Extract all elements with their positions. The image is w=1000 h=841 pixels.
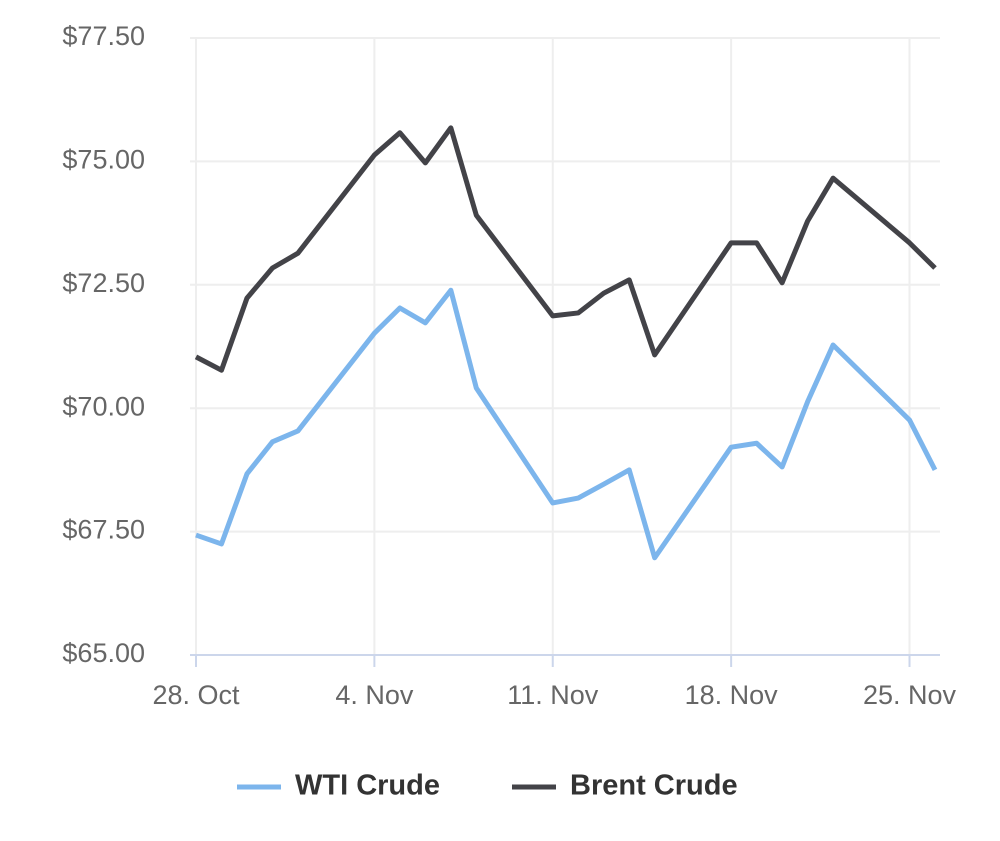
legend-label: WTI Crude <box>295 770 440 802</box>
line <box>194 125 937 373</box>
y-tick-label: $67.50 <box>62 515 145 545</box>
line <box>195 287 938 561</box>
y-tick-label: $70.00 <box>62 391 145 421</box>
x-tick-label: 28. Oct <box>152 680 240 710</box>
y-tick-label: $77.50 <box>62 21 145 51</box>
legend-label: Brent Crude <box>570 770 738 802</box>
x-tick-label: 25. Nov <box>863 680 957 710</box>
y-tick-label: $72.50 <box>62 268 145 298</box>
y-tick-label: $65.00 <box>62 638 145 668</box>
y-tick-label: $75.00 <box>62 145 145 175</box>
x-tick-label: 4. Nov <box>335 680 414 710</box>
x-tick-label: 11. Nov <box>507 680 599 710</box>
x-tick-label: 18. Nov <box>685 680 779 710</box>
